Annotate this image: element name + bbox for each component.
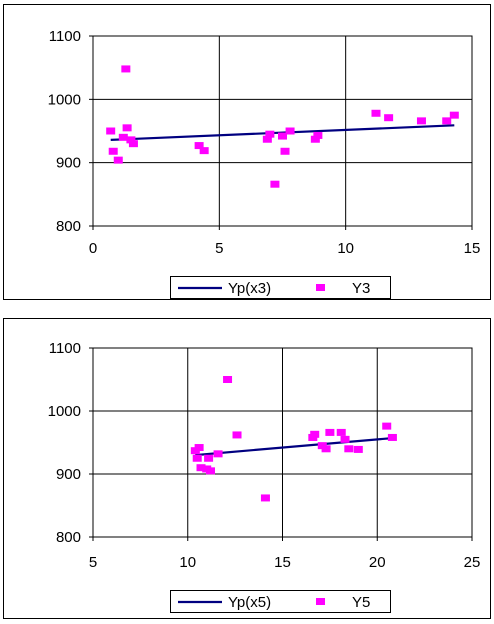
y-tick-label: 1000 bbox=[48, 403, 81, 420]
data-point bbox=[223, 376, 233, 383]
data-point bbox=[449, 111, 459, 119]
data-point bbox=[213, 450, 223, 458]
data-point bbox=[196, 464, 206, 472]
legend-box bbox=[170, 590, 391, 613]
y-tick-label: 900 bbox=[56, 466, 81, 483]
data-point bbox=[280, 147, 290, 155]
data-point bbox=[232, 431, 242, 439]
data-point bbox=[194, 142, 204, 150]
legend-label-points: Y5 bbox=[352, 594, 370, 611]
y-tick-label: 800 bbox=[56, 529, 81, 546]
y-tick-label: 900 bbox=[56, 155, 81, 172]
series-line-2 bbox=[195, 437, 393, 457]
legend: Yp(x3) Y3 bbox=[170, 276, 391, 299]
data-point bbox=[310, 135, 320, 143]
x-tick-label: 15 bbox=[274, 554, 291, 571]
data-point bbox=[353, 445, 363, 453]
data-point bbox=[122, 124, 132, 132]
chart-2: 800 900 1000 1100 5 10 15 20 25 Yp(x5) Y5 bbox=[3, 318, 491, 619]
legend-point-swatch bbox=[316, 284, 325, 291]
data-point bbox=[384, 114, 394, 122]
data-point bbox=[285, 127, 295, 135]
chart-1: 800 900 1000 1100 0 5 10 15 Yp(x3) Y3 bbox=[3, 4, 491, 300]
data-point bbox=[336, 428, 346, 436]
data-point bbox=[313, 131, 323, 139]
x-tick-label: 5 bbox=[89, 554, 97, 571]
data-point bbox=[106, 127, 116, 135]
data-point bbox=[278, 132, 287, 140]
x-tick-label: 20 bbox=[369, 554, 386, 571]
data-point bbox=[118, 133, 128, 141]
data-point bbox=[416, 117, 426, 125]
data-point bbox=[340, 435, 350, 443]
y-tick-label: 1100 bbox=[49, 340, 81, 357]
legend-point-swatch bbox=[316, 598, 325, 605]
legend-label-line: Yp(x3) bbox=[228, 280, 271, 297]
plot-area bbox=[92, 35, 473, 227]
legend: Yp(x5) Y5 bbox=[170, 590, 391, 613]
data-point bbox=[205, 467, 215, 475]
data-point bbox=[262, 135, 272, 143]
x-tick-label: 5 bbox=[215, 240, 223, 257]
data-point bbox=[382, 422, 392, 430]
x-tick-label: 10 bbox=[337, 240, 354, 257]
data-point bbox=[310, 430, 320, 438]
data-point bbox=[270, 180, 280, 188]
legend-label-points: Y3 bbox=[352, 280, 370, 297]
data-point bbox=[321, 445, 331, 453]
data-point bbox=[260, 494, 270, 502]
data-point bbox=[204, 454, 214, 462]
x-tick-label: 0 bbox=[89, 240, 97, 257]
y-tick-label: 1000 bbox=[48, 91, 81, 108]
data-point bbox=[121, 65, 131, 73]
legend-label-line: Yp(x5) bbox=[228, 594, 271, 611]
data-point bbox=[199, 147, 209, 155]
data-point bbox=[108, 147, 118, 155]
x-tick-label: 25 bbox=[464, 554, 481, 571]
data-point bbox=[192, 454, 202, 462]
x-tick-label: 15 bbox=[464, 240, 481, 257]
y-tick-label: 1100 bbox=[49, 28, 81, 45]
data-point bbox=[442, 117, 452, 125]
data-point bbox=[194, 444, 204, 452]
data-point bbox=[128, 140, 138, 148]
x-tick-label: 10 bbox=[179, 554, 196, 571]
legend-box bbox=[170, 276, 391, 299]
data-point bbox=[371, 109, 381, 117]
data-point bbox=[325, 428, 335, 436]
data-point bbox=[126, 136, 136, 144]
data-point bbox=[113, 156, 123, 164]
data-point bbox=[265, 130, 275, 138]
data-point bbox=[387, 433, 397, 441]
data-point bbox=[344, 445, 354, 453]
y-tick-label: 800 bbox=[56, 218, 81, 235]
